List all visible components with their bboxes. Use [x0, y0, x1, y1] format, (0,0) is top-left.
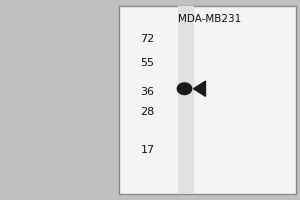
Text: 28: 28 [140, 107, 154, 117]
Text: MDA-MB231: MDA-MB231 [178, 14, 242, 24]
Text: 36: 36 [140, 87, 154, 97]
Ellipse shape [177, 83, 192, 95]
Text: 72: 72 [140, 34, 154, 44]
Text: 17: 17 [140, 145, 154, 155]
Bar [0, 0, 118, 200]
Bar [118, 6, 296, 194]
Bar [178, 6, 194, 194]
Polygon shape [194, 81, 206, 96]
Text: 55: 55 [140, 58, 154, 68]
